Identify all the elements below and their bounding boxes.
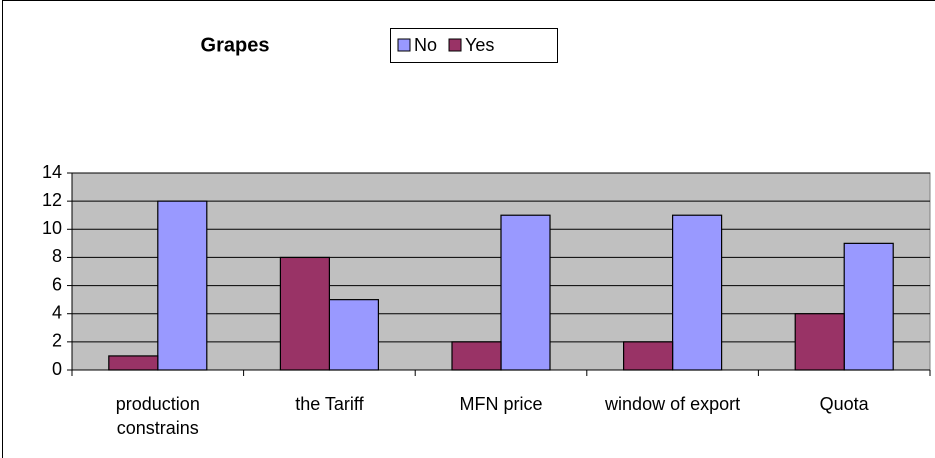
- y-tick-label: 4: [52, 302, 62, 322]
- bar: [794, 313, 845, 371]
- bar: [622, 341, 674, 371]
- y-tick-label: 0: [52, 359, 62, 379]
- legend-label: No: [414, 35, 437, 55]
- y-tick-label: 12: [42, 190, 62, 210]
- y-tick-label: 6: [52, 274, 62, 294]
- legend-swatch: [448, 38, 462, 52]
- y-tick-label: 14: [42, 162, 62, 182]
- y-tick-label: 2: [52, 331, 62, 351]
- x-tick-label: Quota: [819, 394, 869, 414]
- bar: [843, 242, 894, 371]
- bar: [328, 299, 379, 371]
- bar: [671, 214, 723, 371]
- x-tick-label: the Tariff: [295, 394, 364, 414]
- x-tick-label: MFN price: [459, 394, 543, 414]
- bar: [279, 256, 330, 371]
- bar: [108, 355, 159, 371]
- bar: [451, 341, 502, 371]
- legend-label: Yes: [465, 35, 494, 55]
- y-tick-label: 10: [42, 218, 62, 238]
- x-tick-label: window of export: [605, 394, 741, 414]
- x-tick-label: production constrains: [115, 394, 200, 438]
- y-tick-label: 8: [52, 246, 62, 266]
- bar: [157, 200, 208, 371]
- chart-title: Grapes: [201, 34, 270, 56]
- legend-box: [390, 28, 558, 63]
- legend-swatch: [397, 38, 411, 52]
- bar: [500, 214, 551, 371]
